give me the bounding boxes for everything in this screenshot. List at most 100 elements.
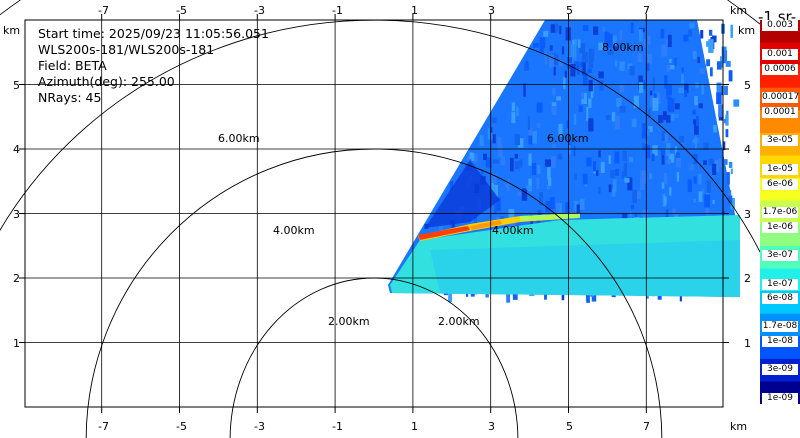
colorbar-label: 0.00017 [762,92,800,103]
radar-gate [637,53,643,63]
radar-gate [671,114,675,121]
radar-gate [487,128,493,140]
radar-gate [612,35,617,47]
radar-data-layer [388,20,740,303]
radar-gate [643,38,647,49]
radar-gate [661,182,665,189]
radar-gate [578,105,583,112]
radar-gate [728,195,733,204]
radar-gate [544,51,547,65]
radar-gate [703,142,709,151]
range-label: 8.00km [602,41,644,54]
radar-gate [648,126,653,133]
radar-gate [582,62,586,75]
colorbar-label: 3e-05 [762,135,798,146]
radar-gate [628,156,633,163]
radar-gate [505,181,508,188]
radar-gate [725,114,729,126]
radar-gate [449,181,454,191]
radar-gate [674,146,678,155]
radar-gate [665,148,670,157]
radar-gate [582,52,588,63]
radar-gate [636,191,642,200]
radar-gate [616,97,622,108]
y-tick-labels-right: 1 2 3 4 5 [744,79,751,350]
radar-gate [550,156,556,169]
radar-gate [663,172,668,185]
radar-gate [490,127,493,133]
radar-gate [687,179,692,192]
radar-gate [590,89,594,99]
radar-gate [479,135,484,146]
radar-gate [622,150,627,162]
radar-gate [638,29,643,42]
radar-gate [528,153,532,166]
radar-gate [683,34,689,42]
radar-gate [539,46,544,53]
radar-gate [712,199,715,204]
range-label: 2.00km [438,315,480,328]
radar-gate [710,67,713,77]
radar-gate [678,87,685,94]
radar-gate [536,123,541,129]
radar-gate [557,153,563,160]
radar-gate [665,209,669,221]
radar-gate [466,155,470,162]
x-tick-label: 3 [488,420,495,433]
radar-gate [684,89,688,97]
x-tick-label: -3 [254,4,265,17]
radar-gate [728,190,732,197]
radar-gate [717,158,722,168]
radar-gate [598,150,601,158]
x-tick-label: 7 [643,4,650,17]
radar-gate [509,157,514,172]
y-tick-label: 3 [744,208,751,221]
radar-gate [726,172,730,185]
radar-gate [642,123,646,137]
x-tick-label: 1 [411,4,418,17]
range-ring-labels: 6.00km 4.00km 2.00km 8.00km 6.00km 4.00k… [218,41,644,328]
radar-gate [716,61,722,70]
nrays-text: NRays: 45 [38,90,102,105]
radar-gate [621,171,624,179]
radar-gate [574,201,579,212]
radar-gate [723,85,728,96]
radar-gate [631,118,637,128]
radar-gate [474,215,477,230]
start-time-text: Start time: 2025/09/23 11:05:56.051 [38,26,269,41]
y-tick-label: 4 [13,143,20,156]
radar-gate [672,208,676,216]
radar-gate [563,76,566,90]
radar-gate [627,177,633,191]
radar-gate [645,145,651,159]
colorbar-label: 0.0001 [762,107,798,118]
radar-gate [619,105,626,113]
y-unit-right: km [738,24,755,37]
radar-gate [582,173,588,185]
radar-gate [586,291,590,303]
radar-gate [552,105,557,116]
radar-gate [652,145,658,156]
aerosol-layer-orange [470,220,502,230]
plot-canvas: km km km km -7 -5 -3 -1 1 3 5 7 -7 -5 -3… [0,0,760,438]
radar-gate [528,134,534,145]
radar-gate [649,173,653,180]
radar-gate [526,185,532,190]
colorbar-label: 0.001 [762,49,798,60]
radar-gate [692,119,698,125]
radar-gate [549,54,554,68]
radar-gate [545,201,551,213]
range-label: 2.00km [328,315,370,328]
radar-gate [630,204,635,210]
radar-gate [696,115,699,127]
radar-gate [633,95,640,108]
radar-gate [681,67,684,73]
radar-gate [595,170,599,176]
range-label: 4.00km [492,224,534,237]
radar-gate [576,61,580,75]
radar-layer-light [430,240,740,297]
range-label: 6.00km [547,132,589,145]
range-ring [229,277,519,438]
radar-gate [566,120,569,129]
radar-gate [521,188,528,201]
